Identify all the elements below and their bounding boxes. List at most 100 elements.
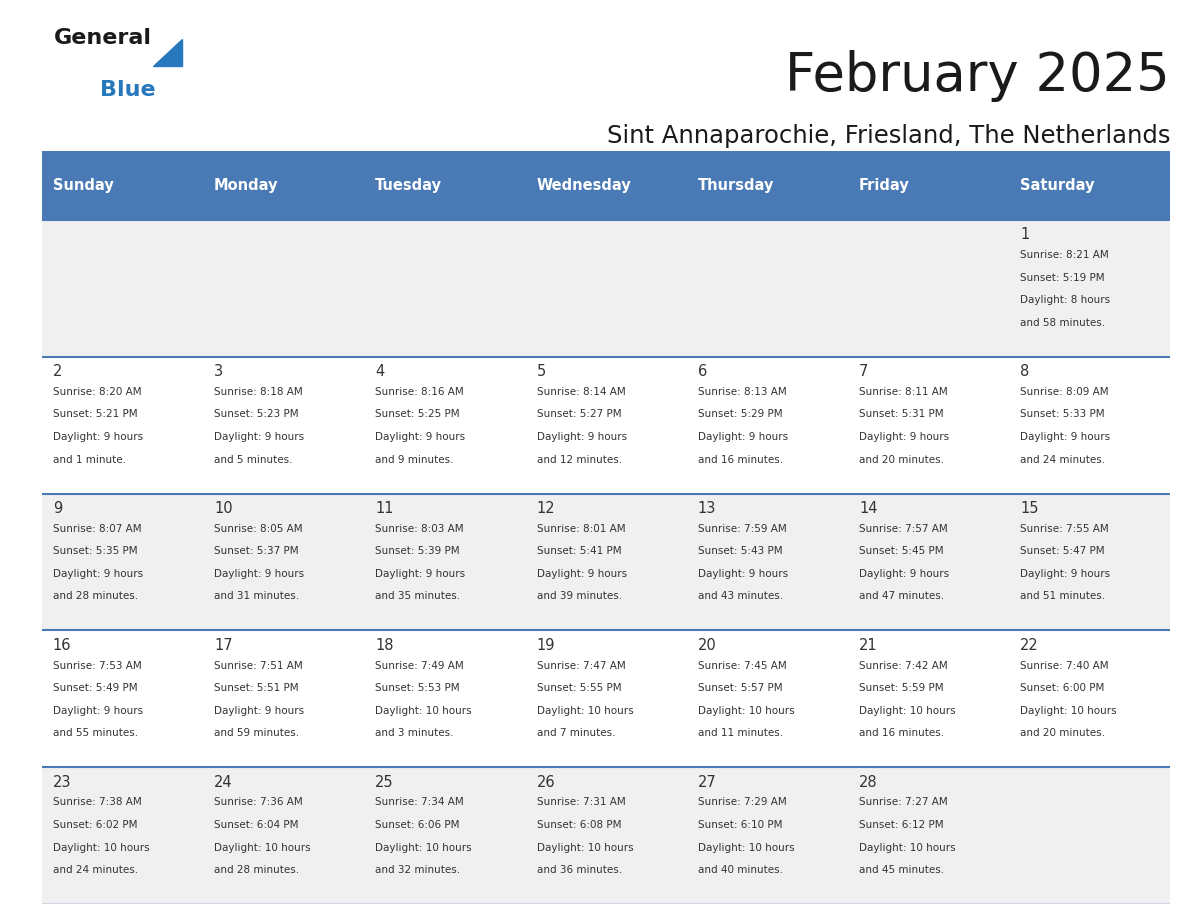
Text: and 47 minutes.: and 47 minutes. (859, 591, 944, 601)
Text: Sunrise: 7:29 AM: Sunrise: 7:29 AM (697, 798, 786, 808)
Text: and 9 minutes.: and 9 minutes. (375, 454, 454, 465)
Text: Sunset: 6:10 PM: Sunset: 6:10 PM (697, 820, 782, 830)
Text: 16: 16 (53, 638, 71, 653)
Text: Sunset: 5:27 PM: Sunset: 5:27 PM (537, 409, 621, 420)
Text: and 32 minutes.: and 32 minutes. (375, 866, 461, 875)
Text: Sunrise: 8:16 AM: Sunrise: 8:16 AM (375, 386, 465, 397)
Text: Sunset: 5:51 PM: Sunset: 5:51 PM (214, 683, 298, 693)
Text: Daylight: 9 hours: Daylight: 9 hours (859, 569, 949, 579)
Text: 6: 6 (697, 364, 707, 379)
Text: and 59 minutes.: and 59 minutes. (214, 728, 299, 738)
Text: 12: 12 (537, 501, 555, 516)
Text: Sint Annaparochie, Friesland, The Netherlands: Sint Annaparochie, Friesland, The Nether… (607, 124, 1170, 148)
Text: Sunset: 6:00 PM: Sunset: 6:00 PM (1020, 683, 1105, 693)
Text: Sunset: 5:41 PM: Sunset: 5:41 PM (537, 546, 621, 556)
Text: Sunset: 5:37 PM: Sunset: 5:37 PM (214, 546, 298, 556)
Text: Daylight: 10 hours: Daylight: 10 hours (537, 843, 633, 853)
Text: Daylight: 10 hours: Daylight: 10 hours (375, 706, 472, 716)
Text: Sunday: Sunday (53, 178, 114, 193)
Text: Sunrise: 7:57 AM: Sunrise: 7:57 AM (859, 524, 948, 533)
Text: Wednesday: Wednesday (537, 178, 631, 193)
Text: Thursday: Thursday (697, 178, 775, 193)
Bar (42, 494, 1170, 631)
Text: Sunset: 5:21 PM: Sunset: 5:21 PM (53, 409, 138, 420)
Text: and 58 minutes.: and 58 minutes. (1020, 318, 1105, 328)
Text: Sunset: 5:59 PM: Sunset: 5:59 PM (859, 683, 943, 693)
Text: and 20 minutes.: and 20 minutes. (1020, 728, 1105, 738)
Text: Sunset: 5:35 PM: Sunset: 5:35 PM (53, 546, 138, 556)
Text: 14: 14 (859, 501, 878, 516)
Text: and 20 minutes.: and 20 minutes. (859, 454, 944, 465)
Text: Daylight: 9 hours: Daylight: 9 hours (537, 569, 627, 579)
Text: 25: 25 (375, 775, 394, 789)
Text: Sunrise: 7:27 AM: Sunrise: 7:27 AM (859, 798, 948, 808)
Text: Sunrise: 7:42 AM: Sunrise: 7:42 AM (859, 661, 948, 671)
Text: and 1 minute.: and 1 minute. (53, 454, 126, 465)
Text: 8: 8 (1020, 364, 1030, 379)
Text: 4: 4 (375, 364, 385, 379)
Text: Sunrise: 7:51 AM: Sunrise: 7:51 AM (214, 661, 303, 671)
Text: 20: 20 (697, 638, 716, 653)
Text: Sunset: 5:49 PM: Sunset: 5:49 PM (53, 683, 138, 693)
Text: Sunset: 5:25 PM: Sunset: 5:25 PM (375, 409, 460, 420)
Text: Sunrise: 8:03 AM: Sunrise: 8:03 AM (375, 524, 465, 533)
Text: and 43 minutes.: and 43 minutes. (697, 591, 783, 601)
Text: and 40 minutes.: and 40 minutes. (697, 866, 783, 875)
Text: Daylight: 9 hours: Daylight: 9 hours (53, 569, 143, 579)
Text: Daylight: 9 hours: Daylight: 9 hours (1020, 569, 1111, 579)
Polygon shape (153, 39, 182, 66)
Text: Sunset: 6:04 PM: Sunset: 6:04 PM (214, 820, 298, 830)
Text: and 45 minutes.: and 45 minutes. (859, 866, 944, 875)
Text: Sunrise: 8:13 AM: Sunrise: 8:13 AM (697, 386, 786, 397)
Text: Sunrise: 8:14 AM: Sunrise: 8:14 AM (537, 386, 625, 397)
Text: and 28 minutes.: and 28 minutes. (214, 866, 299, 875)
Bar (42, 151, 203, 220)
Text: Friday: Friday (859, 178, 910, 193)
Text: and 11 minutes.: and 11 minutes. (697, 728, 783, 738)
Text: 2: 2 (53, 364, 62, 379)
Text: 11: 11 (375, 501, 394, 516)
Text: and 55 minutes.: and 55 minutes. (53, 728, 138, 738)
Text: Sunset: 5:45 PM: Sunset: 5:45 PM (859, 546, 943, 556)
Text: Daylight: 10 hours: Daylight: 10 hours (375, 843, 472, 853)
Text: Daylight: 9 hours: Daylight: 9 hours (214, 432, 304, 442)
Text: Sunset: 5:43 PM: Sunset: 5:43 PM (697, 546, 783, 556)
Text: Daylight: 10 hours: Daylight: 10 hours (214, 843, 311, 853)
Text: Sunset: 6:08 PM: Sunset: 6:08 PM (537, 820, 621, 830)
Text: Sunrise: 7:40 AM: Sunrise: 7:40 AM (1020, 661, 1108, 671)
Text: Daylight: 9 hours: Daylight: 9 hours (697, 432, 788, 442)
Text: Sunset: 5:31 PM: Sunset: 5:31 PM (859, 409, 943, 420)
Text: Daylight: 9 hours: Daylight: 9 hours (375, 569, 466, 579)
Text: Daylight: 9 hours: Daylight: 9 hours (214, 569, 304, 579)
Text: Daylight: 10 hours: Daylight: 10 hours (859, 843, 955, 853)
Text: and 5 minutes.: and 5 minutes. (214, 454, 292, 465)
Bar (525, 151, 687, 220)
Text: Sunset: 5:33 PM: Sunset: 5:33 PM (1020, 409, 1105, 420)
Text: and 31 minutes.: and 31 minutes. (214, 591, 299, 601)
Text: Sunrise: 8:11 AM: Sunrise: 8:11 AM (859, 386, 948, 397)
Text: Daylight: 9 hours: Daylight: 9 hours (859, 432, 949, 442)
Text: Saturday: Saturday (1020, 178, 1094, 193)
Bar (364, 151, 525, 220)
Text: Sunrise: 8:05 AM: Sunrise: 8:05 AM (214, 524, 303, 533)
Text: Daylight: 9 hours: Daylight: 9 hours (53, 706, 143, 716)
Text: Sunrise: 8:18 AM: Sunrise: 8:18 AM (214, 386, 303, 397)
Text: Daylight: 10 hours: Daylight: 10 hours (697, 706, 795, 716)
Text: Daylight: 10 hours: Daylight: 10 hours (697, 843, 795, 853)
Text: Sunset: 5:47 PM: Sunset: 5:47 PM (1020, 546, 1105, 556)
Text: Sunset: 5:55 PM: Sunset: 5:55 PM (537, 683, 621, 693)
Text: and 28 minutes.: and 28 minutes. (53, 591, 138, 601)
Text: Sunrise: 7:55 AM: Sunrise: 7:55 AM (1020, 524, 1108, 533)
Text: Sunrise: 7:38 AM: Sunrise: 7:38 AM (53, 798, 141, 808)
Text: Sunset: 6:02 PM: Sunset: 6:02 PM (53, 820, 138, 830)
Text: and 3 minutes.: and 3 minutes. (375, 728, 454, 738)
Text: 7: 7 (859, 364, 868, 379)
Text: Daylight: 10 hours: Daylight: 10 hours (1020, 706, 1117, 716)
Text: and 16 minutes.: and 16 minutes. (697, 454, 783, 465)
Text: Tuesday: Tuesday (375, 178, 442, 193)
Text: 17: 17 (214, 638, 233, 653)
Text: 27: 27 (697, 775, 716, 789)
Text: Daylight: 9 hours: Daylight: 9 hours (1020, 432, 1111, 442)
Text: 5: 5 (537, 364, 545, 379)
Text: Sunrise: 8:07 AM: Sunrise: 8:07 AM (53, 524, 141, 533)
